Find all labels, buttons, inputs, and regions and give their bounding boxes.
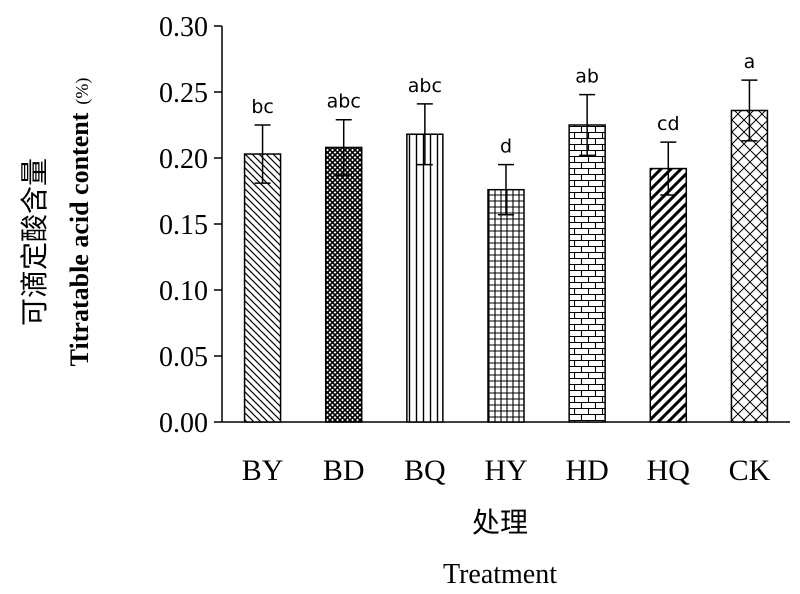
x-axis-title-en: Treatment — [443, 559, 557, 590]
x-tick-label-ck: CK — [729, 454, 771, 487]
bar-bd — [324, 146, 363, 423]
significance-label-bd: abc — [327, 91, 361, 113]
significance-label-by: bc — [251, 96, 274, 118]
significance-label-ck: a — [744, 51, 756, 73]
significance-label-bq: abc — [408, 75, 442, 97]
x-tick-label-hd: HD — [565, 454, 608, 487]
bar-hy — [487, 188, 525, 423]
y-axis-title-en: Titratable acid content — [65, 112, 94, 366]
significance-label-hy: d — [500, 136, 512, 158]
error-bars — [254, 79, 758, 216]
x-tick-label-hq: HQ — [647, 454, 691, 487]
y-tick-labels: 0.00 0.05 0.10 0.15 0.20 0.25 0.30 — [159, 12, 208, 439]
y-tick-label: 0.25 — [159, 78, 208, 109]
y-tick-label: 0.10 — [159, 276, 208, 307]
bar-hq — [649, 167, 688, 423]
x-tick-label-by: BY — [242, 454, 284, 487]
y-tick-label: 0.00 — [159, 408, 208, 439]
x-tick-label-bd: BD — [323, 454, 365, 487]
y-tick-label: 0.05 — [159, 342, 208, 373]
bar-bq — [406, 133, 444, 423]
x-tick-label-hy: HY — [484, 454, 527, 487]
bar-hd — [568, 124, 606, 423]
x-axis-title-cn: 处理 — [472, 507, 528, 539]
svg-text:Titratable acid content: Titratable acid content (%) — [65, 78, 94, 367]
y-axis-title-cn: 可滴定酸含量 — [19, 158, 51, 326]
y-tick-label: 0.20 — [159, 144, 208, 175]
significance-label-hq: cd — [657, 113, 680, 135]
y-tick-label: 0.15 — [159, 210, 208, 241]
x-tick-label-bq: BQ — [404, 454, 446, 487]
y-tick-label: 0.30 — [159, 12, 208, 43]
y-axis-title-unit: (%) — [72, 78, 93, 105]
significance-label-hd: ab — [575, 66, 599, 88]
bar-by — [243, 153, 282, 423]
bars — [243, 109, 769, 423]
bar-ck — [730, 109, 769, 423]
x-tick-labels: BY BD BQ HY HD HQ CK — [242, 454, 771, 487]
